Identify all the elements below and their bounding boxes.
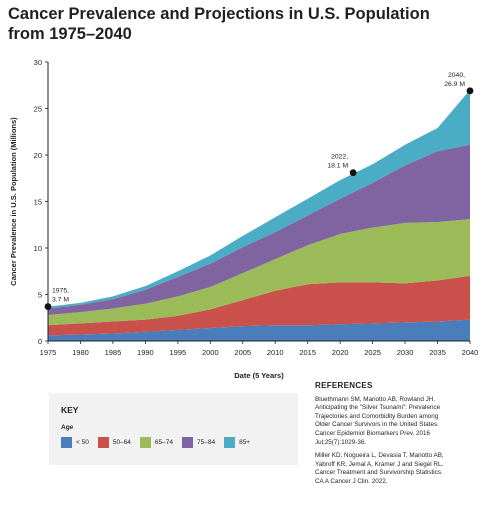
y-axis-label: Cancer Prevalence in U.S. Population (Mi… [9, 117, 18, 286]
chart-title-line-1: Cancer Prevalence and Projections in U.S… [8, 5, 430, 23]
series-area-0 [48, 319, 470, 341]
key-swatch-50-64 [97, 437, 109, 448]
x-tick-label: 2020 [332, 348, 349, 357]
y-tick-label: 30 [34, 58, 42, 67]
reference-1: Bluethmann SM, Mariotto AB, Rowland JH. … [315, 396, 477, 448]
annotation-point-0 [44, 303, 52, 310]
x-tick-label: 2015 [299, 348, 316, 357]
reference-1-line: Cancer Epidemiol Biomarkers Prev. 2016 [315, 429, 431, 437]
x-tick-label: 1975 [40, 348, 57, 357]
chart-title: Cancer Prevalence and Projections in U.S… [8, 4, 478, 44]
reference-2-line: Miller KD, Nogueira L, Devasia T, Mariot… [315, 452, 444, 460]
series-area-1 [48, 275, 470, 336]
x-axis-label: Date (5 Years) [234, 371, 284, 380]
key-item-under-50: < 50 [61, 437, 89, 448]
y-tick-label: 15 [34, 198, 42, 207]
x-tick-label: 2035 [429, 348, 446, 357]
key-swatch-85-plus [224, 437, 236, 448]
y-tick-label: 25 [34, 105, 42, 114]
annotation-label-1: 2022, [331, 154, 348, 161]
key-swatch-65-74 [139, 437, 151, 448]
annotation-point-2 [466, 87, 474, 95]
reference-1-line: Trajectories and Comorbidity Burden amon… [315, 412, 439, 420]
key-item-85-plus: 85+ [224, 437, 250, 448]
y-tick-label: 0 [38, 337, 42, 346]
key-label-50-64: 50–64 [112, 439, 131, 446]
key-item-65-74: 65–74 [139, 437, 173, 448]
x-tick-label: 2025 [364, 348, 381, 357]
reference-1-line: Anticipating the "Silver Tsunami": Preva… [315, 404, 441, 412]
reference-2: Miller KD, Nogueira L, Devasia T, Mariot… [315, 452, 477, 486]
reference-2-line: CA A Cancer J Clin. 2022. [315, 477, 388, 485]
key-label-75-84: 75–84 [197, 439, 216, 446]
key-title: KEY [61, 405, 79, 415]
key-items: < 50 50–64 65–74 75–84 85+ [61, 437, 259, 448]
references: REFERENCES Bluethmann SM, Mariotto AB, R… [315, 381, 477, 492]
reference-1-line: Bluethmann SM, Mariotto AB, Rowland JH. [315, 395, 436, 403]
y-tick-label: 10 [34, 244, 42, 253]
x-tick-label: 1985 [105, 348, 122, 357]
x-tick-label: 1990 [137, 348, 154, 357]
y-tick-label: 20 [34, 151, 42, 160]
key-subtitle: Age [61, 424, 74, 431]
series-area-3 [48, 144, 470, 315]
chart-title-line-2: from 1975–2040 [8, 25, 132, 43]
chart-key: KEY Age < 50 50–64 65–74 75–84 85+ [49, 393, 298, 465]
reference-2-line: Cancer Treatment and Survivorship Statis… [315, 469, 443, 477]
x-tick-label: 1980 [72, 348, 89, 357]
x-tick-label: 2040 [462, 348, 479, 357]
key-swatch-under-50 [61, 437, 72, 448]
key-item-75-84: 75–84 [182, 437, 215, 448]
references-title: REFERENCES [315, 381, 373, 390]
x-tick-label: 2005 [234, 348, 251, 357]
y-tick-label: 5 [38, 291, 42, 300]
x-tick-label: 2030 [397, 348, 414, 357]
annotation-label-1: 18.1 M [327, 163, 348, 170]
key-label-65-74: 65–74 [154, 439, 173, 446]
reference-1-line: Older Cancer Survivors in the United Sta… [315, 421, 439, 429]
x-tick-label: 2010 [267, 348, 284, 357]
reference-2-line: Yabroff KR, Jemal A, Kramer J and Siegel… [315, 460, 444, 468]
reference-1-line: Jul;25(7):1029-36. [315, 438, 367, 446]
key-item-50-64: 50–64 [97, 437, 131, 448]
x-tick-label: 2000 [202, 348, 219, 357]
key-swatch-75-84 [182, 437, 193, 448]
annotation-label-0: 1975, [52, 288, 69, 295]
annotation-point-1 [349, 169, 357, 177]
annotation-label-0: 3.7 M [52, 297, 69, 304]
annotation-label-2: 26.9 M [444, 81, 465, 88]
key-label-under-50: < 50 [76, 439, 89, 446]
key-label-85-plus: 85+ [239, 439, 251, 446]
series-area-2 [48, 219, 470, 326]
annotation-label-2: 2040, [448, 72, 465, 79]
x-tick-label: 1995 [170, 348, 187, 357]
